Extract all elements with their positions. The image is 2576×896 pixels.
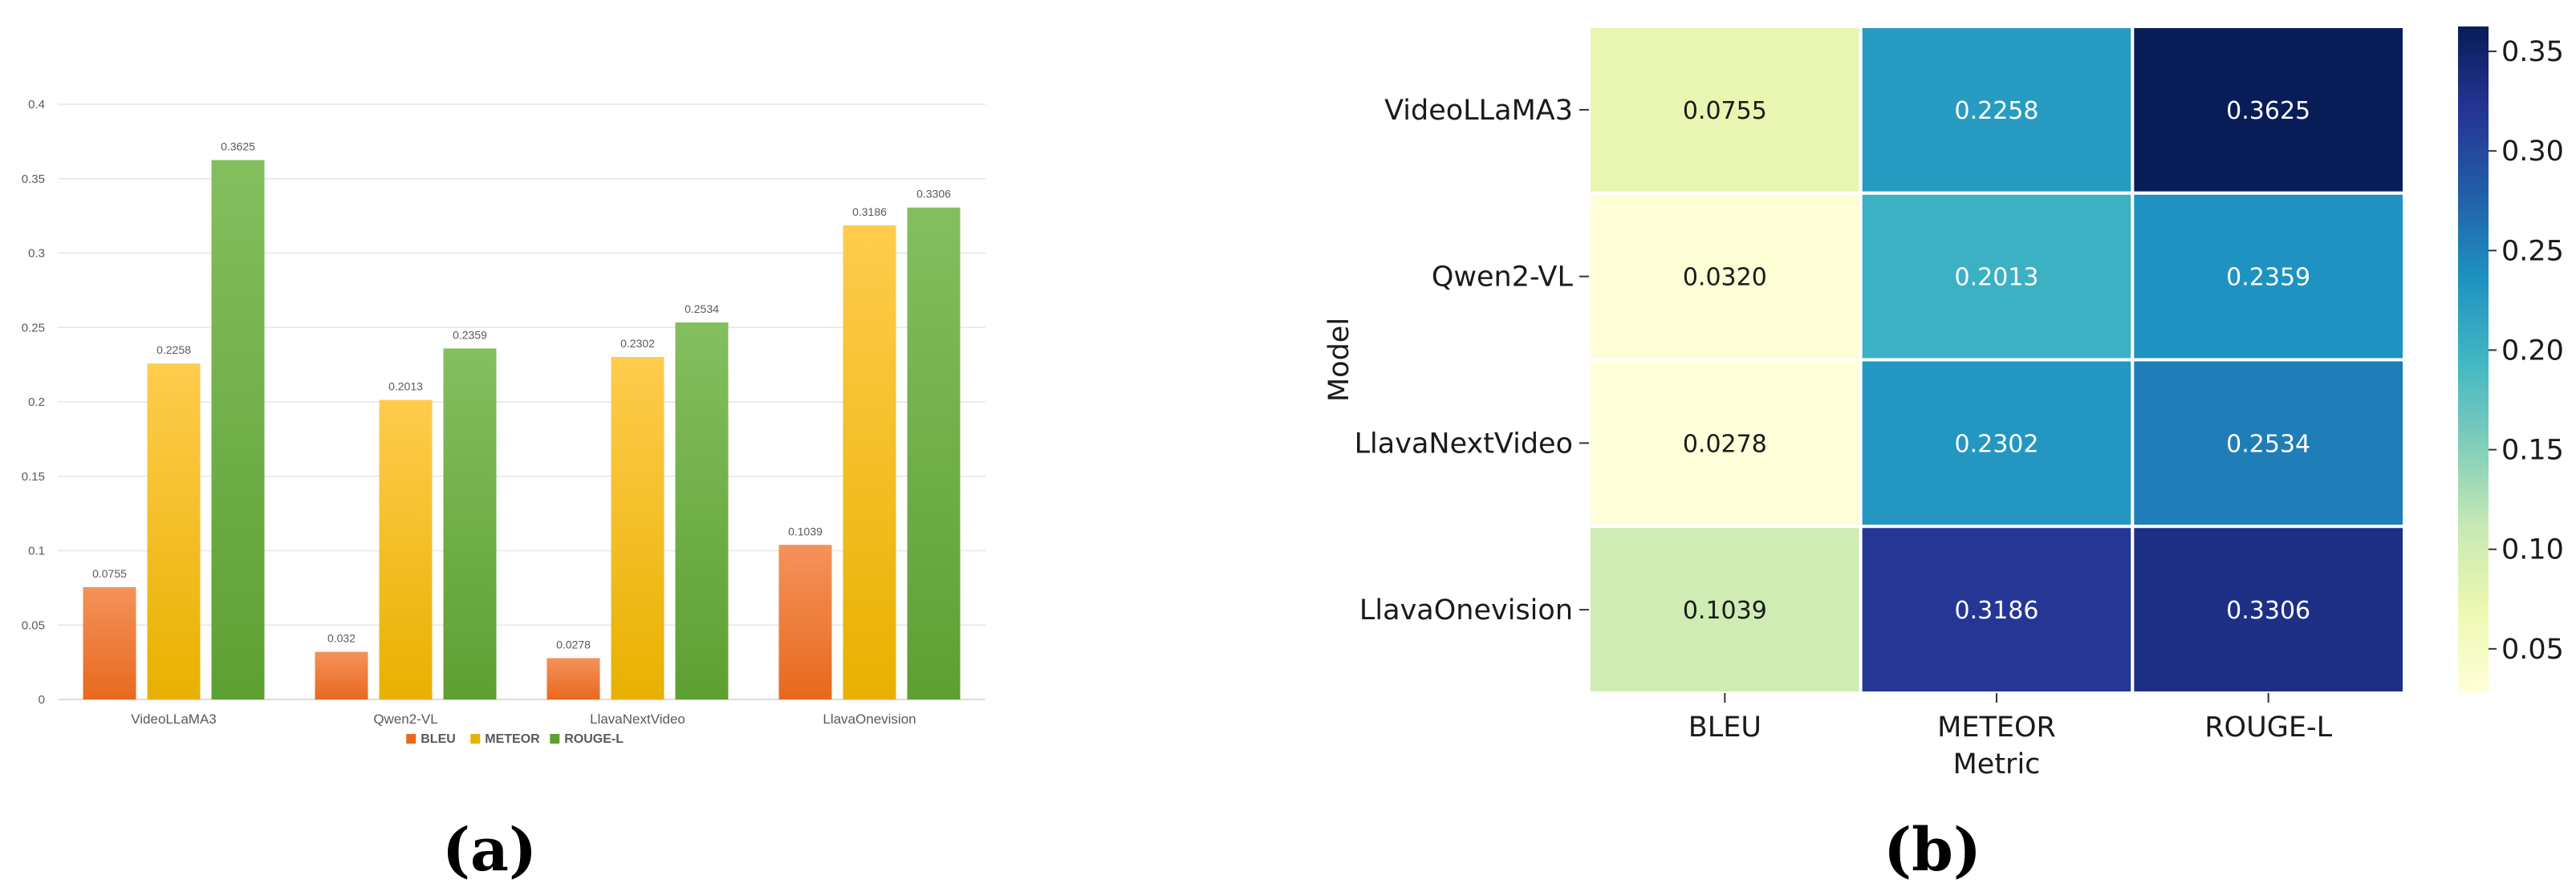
data-label: 0.032 [327,632,356,645]
bar-chart: 0 0.05 0.1 0.15 0.2 0.25 0.3 0.35 0.4 0.0755 0.225… [22,98,985,746]
colorbar-tick-label: 0.10 [2501,534,2564,566]
x-tick-label: BLEU [1688,712,1761,744]
y-tick-label: 0.05 [22,618,45,632]
heatmap-cell-label: 0.2258 [1955,97,2039,125]
panel-label-b: (b) [1883,816,1981,885]
x-tick-label: Qwen2-VL [373,712,437,727]
colorbar-tick-label: 0.15 [2501,435,2564,467]
bar-rouge-l-qwen2-vl [443,348,497,699]
heatmap-cell-label: 0.2302 [1955,430,2039,458]
y-tick-label: 0.1 [28,545,45,558]
y-tick-label: 0 [39,693,45,707]
heatmap-cell-qwen2-vl-rouge-l [2131,191,2406,362]
heatmap-cell-label: 0.2013 [1955,264,2039,292]
heatmap-cell-label: 0.3625 [2226,97,2310,125]
x-axis-label: Metric [1953,748,2041,780]
y-tick-label: 0.35 [22,172,45,186]
heatmap-cell-label: 0.1039 [1683,597,1767,625]
y-axis-label: Model [1323,318,1355,402]
colorbar-tick-label: 0.35 [2501,36,2564,68]
heatmap-cell-llavaonevision-meteor [1859,525,2135,695]
y-tick-label: LlavaNextVideo [1355,428,1573,460]
x-tick-label: ROUGE-L [2204,712,2332,744]
data-label: 0.3625 [221,140,255,153]
panel-label-a: (a) [442,816,537,885]
x-tick-label: LlavaOnevision [823,712,916,727]
heatmap-cell-llavanextvideo-rouge-l [2131,358,2406,529]
y-tick-label: VideoLLaMA3 [1384,95,1573,127]
y-tick-label: 0.2 [28,395,45,409]
bar-bleu-llavanextvideo [546,658,600,699]
bar-meteor-videollama3 [147,363,201,699]
legend-label-meteor: METEOR [485,732,540,746]
legend-label-bleu: BLEU [421,732,456,746]
bar-rouge-l-videollama3 [211,160,265,699]
legend-swatch-meteor [470,734,481,744]
data-label: 0.2258 [156,343,191,356]
y-tick-label: LlavaOnevision [1359,594,1573,626]
heatmap-cell-label: 0.2534 [2226,430,2310,458]
colorbar-tick-label: 0.05 [2501,634,2564,666]
heatmap-cell-llavanextvideo-meteor [1859,358,2135,529]
y-tick-label: 0.3 [28,247,45,261]
colorbar [2458,26,2489,693]
data-label: 0.2013 [388,380,423,393]
data-label: 0.2534 [685,302,719,315]
heatmap-cell-label: 0.3306 [2226,597,2310,625]
bar-bleu-qwen2-vl [315,651,368,699]
heatmap-cell-llavaonevision-rouge-l [2131,525,2406,695]
y-tick-label: 0.15 [22,470,45,484]
data-label: 0.0278 [556,638,591,651]
bar-bleu-llavaonevision [778,545,832,699]
data-label: 0.2302 [620,337,655,350]
heatmap-cell-label: 0.0278 [1683,430,1767,458]
colorbar-tick-label: 0.30 [2501,136,2564,168]
heatmap-cell-llavanextvideo-bleu [1587,358,1863,529]
y-tick-label: 0.25 [22,321,45,334]
bar-bleu-videollama3 [83,586,136,699]
bar-rouge-l-llavanextvideo [675,322,729,699]
data-label: 0.1039 [788,525,823,537]
heatmap-cell-llavaonevision-bleu [1587,525,1863,695]
legend-swatch-rouge-l [550,734,560,744]
bar-meteor-qwen2-vl [379,399,433,699]
bar-meteor-llavaonevision [843,225,896,699]
colorbar-tick-label: 0.20 [2501,334,2564,367]
heatmap-cell-label: 0.2359 [2226,264,2310,292]
heatmap-cell-label: 0.3186 [1955,597,2039,625]
heatmap-cell-label: 0.0755 [1683,97,1767,125]
data-label: 0.3306 [916,188,951,201]
y-tick-label: 0.4 [28,98,45,111]
data-label: 0.0755 [92,567,127,580]
legend-swatch-bleu [406,734,416,744]
x-tick-label: LlavaNextVideo [590,712,685,727]
colorbar-tick-label: 0.25 [2501,235,2564,267]
data-label: 0.3186 [852,205,887,218]
x-tick-label: VideoLLaMA3 [131,712,217,727]
heatmap-cell-label: 0.0320 [1683,264,1767,292]
bar-rouge-l-llavaonevision [907,207,961,699]
x-tick-label: METEOR [1937,712,2056,744]
legend-label-rouge-l: ROUGE-L [564,732,624,746]
heatmap-chart: 0.0755 0.2258 0.3625 0.0320 0.2013 0.2359 0.02… [1323,25,2564,780]
y-tick-label: Qwen2-VL [1432,262,1574,294]
bar-meteor-llavanextvideo [611,356,664,699]
data-label: 0.2359 [453,328,487,341]
